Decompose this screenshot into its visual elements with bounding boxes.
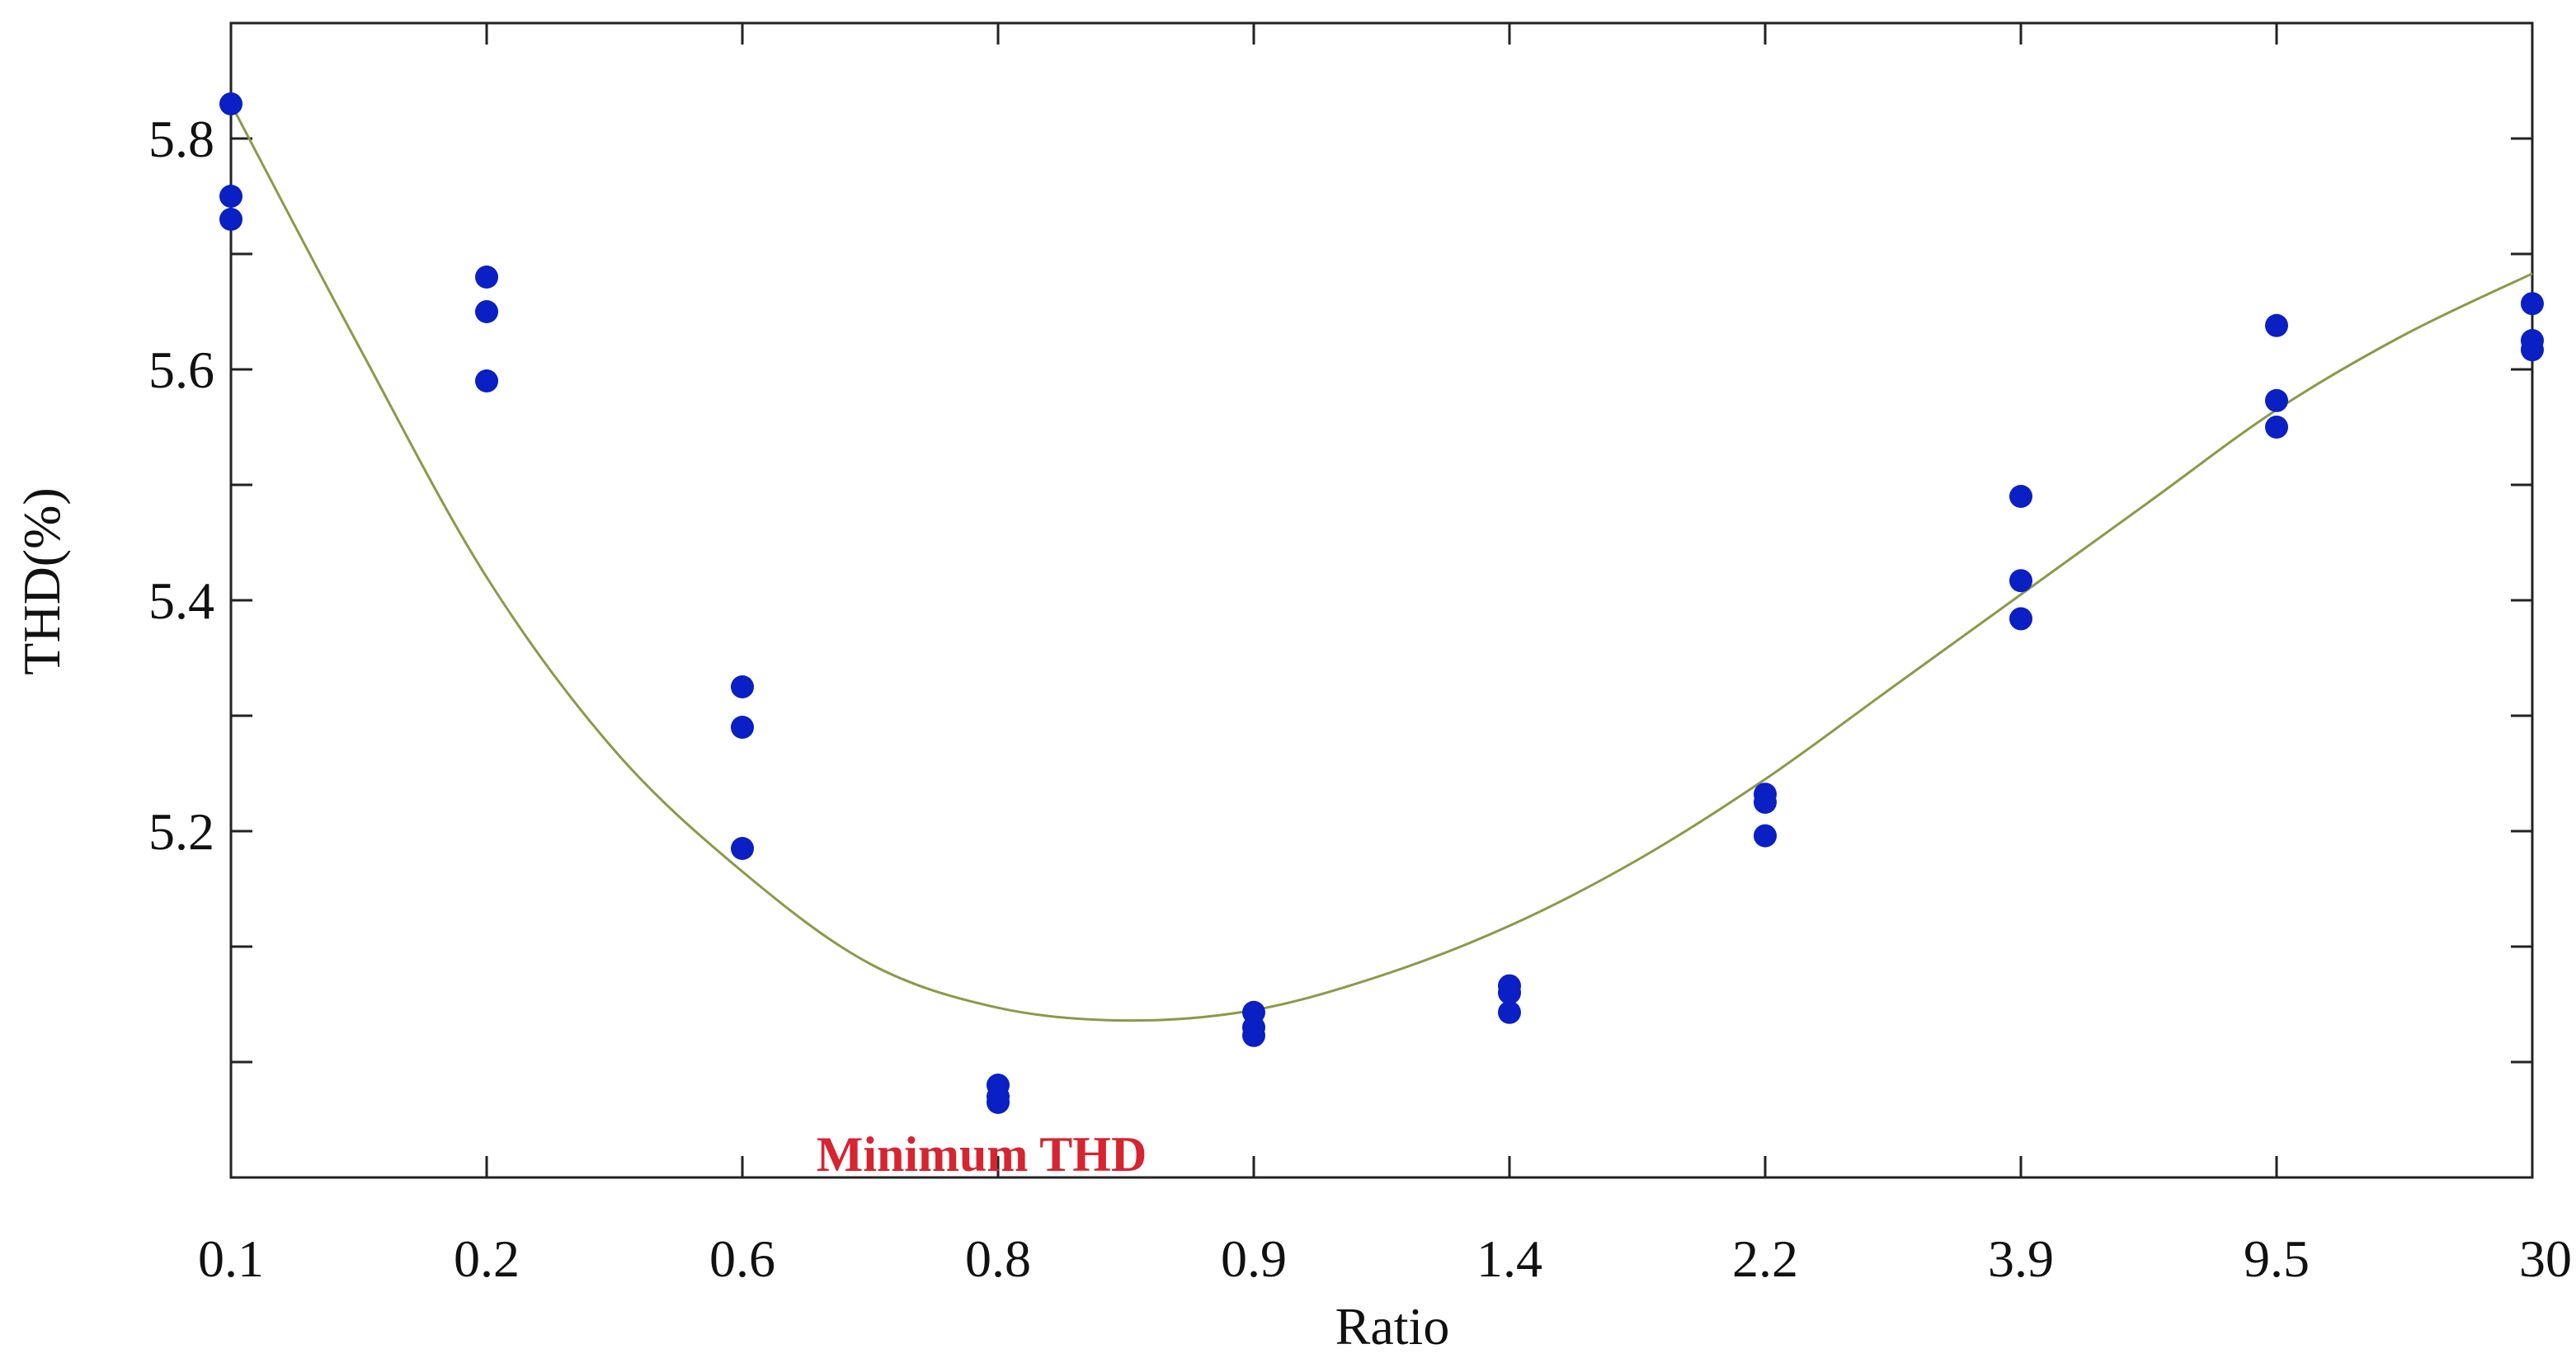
data-point — [1498, 1000, 1521, 1024]
y-tick-label: 5.2 — [148, 802, 214, 861]
x-axis-label: Ratio — [1335, 1297, 1450, 1356]
data-point — [731, 837, 754, 860]
data-point — [2521, 292, 2544, 316]
data-point — [2265, 388, 2288, 412]
data-point — [2521, 338, 2544, 362]
data-point — [219, 185, 243, 208]
y-tick-label: 5.6 — [148, 341, 214, 399]
data-point — [219, 208, 243, 231]
y-tick-label: 5.4 — [148, 571, 214, 630]
x-tick-label: 0.9 — [1221, 1229, 1287, 1288]
data-point — [1242, 1023, 1265, 1047]
x-tick-label: 0.8 — [965, 1229, 1031, 1288]
data-point — [2009, 485, 2032, 508]
data-point — [2265, 313, 2288, 337]
x-tick-label: 30 — [2519, 1229, 2572, 1288]
data-points-layer — [219, 92, 2544, 1114]
data-point — [475, 266, 498, 289]
x-tick-label: 2.2 — [1732, 1229, 1798, 1288]
data-point — [987, 1091, 1010, 1114]
x-tick-label: 0.1 — [198, 1229, 264, 1288]
fit-curve-layer — [229, 103, 2533, 1022]
data-point — [1754, 791, 1777, 814]
x-tick-label: 0.2 — [454, 1229, 520, 1288]
data-point — [1754, 824, 1777, 848]
data-point — [219, 92, 243, 115]
data-point — [475, 300, 498, 323]
data-point — [1498, 981, 1521, 1004]
fit-curve — [229, 103, 2533, 1022]
y-axis-label: THD(%) — [12, 487, 71, 674]
x-tick-label: 1.4 — [1476, 1229, 1542, 1288]
data-point — [731, 675, 754, 698]
x-tick-label: 9.5 — [2244, 1229, 2310, 1288]
x-tick-label: 3.9 — [1988, 1229, 2054, 1288]
y-tick-label: 5.8 — [148, 110, 214, 168]
y-axis-ticks: 5.2 5.4 5.6 5.8 — [148, 110, 2532, 1064]
data-point — [731, 716, 754, 739]
data-point — [2009, 569, 2032, 593]
data-point — [2265, 416, 2288, 439]
x-tick-label: 0.6 — [709, 1229, 775, 1288]
plot-frame — [229, 21, 2534, 1179]
minimum-thd-annotation: Minimum THD — [817, 1127, 1147, 1182]
x-axis-ticks: 0.1 0.2 0.6 0.8 0.9 1.4 2.2 3.9 9.5 30 — [198, 23, 2572, 1288]
data-point — [475, 369, 498, 392]
data-point — [2009, 607, 2032, 631]
